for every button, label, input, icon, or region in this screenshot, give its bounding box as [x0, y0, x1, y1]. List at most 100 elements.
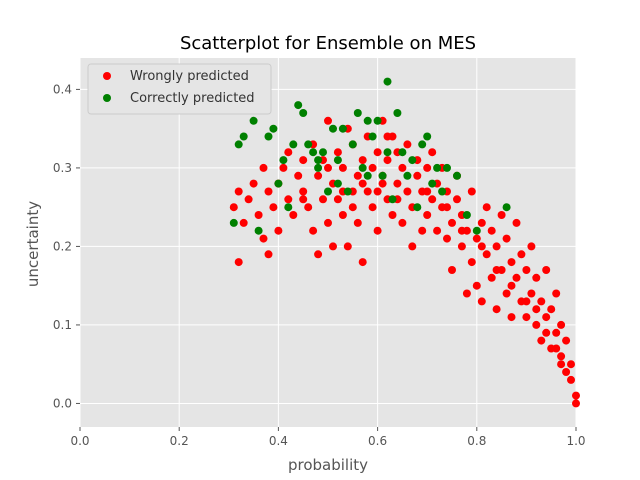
y-tick-label: 0.1 [53, 318, 72, 332]
data-point [448, 218, 456, 227]
data-point [477, 242, 486, 251]
data-point [448, 266, 456, 274]
data-point [274, 179, 283, 188]
data-point [284, 148, 293, 157]
data-point [408, 156, 417, 165]
data-point [304, 140, 313, 149]
data-point [512, 218, 521, 227]
data-point [274, 226, 283, 235]
data-point [443, 234, 451, 243]
data-point [462, 289, 471, 298]
data-point [512, 273, 521, 282]
data-point [299, 195, 308, 204]
data-point [557, 320, 566, 329]
data-point [492, 242, 501, 251]
data-point [557, 360, 566, 369]
data-point [314, 163, 323, 172]
x-tick-label: 0.0 [70, 434, 89, 448]
data-point [333, 195, 342, 204]
data-point [472, 281, 481, 290]
data-point [522, 297, 531, 306]
x-tick-label: 1.0 [566, 434, 585, 448]
data-point [477, 218, 486, 227]
data-point [324, 116, 332, 125]
data-point [562, 368, 571, 376]
data-point [264, 187, 273, 196]
data-point [279, 156, 288, 165]
data-point [502, 203, 511, 212]
data-point [537, 336, 546, 345]
data-point [482, 203, 491, 212]
data-point [373, 226, 382, 235]
data-point [507, 258, 516, 267]
data-point [358, 163, 367, 172]
data-point [383, 148, 392, 157]
y-tick-label: 0.0 [53, 396, 72, 410]
data-point [562, 336, 571, 345]
y-tick-label: 0.4 [53, 82, 72, 96]
data-point [552, 289, 561, 298]
data-point [319, 148, 327, 157]
series-wrongly-predicted [229, 116, 580, 408]
data-point [433, 226, 442, 235]
data-point [497, 211, 506, 219]
y-axis-label: uncertainty [24, 201, 42, 287]
series-correctly-predicted [229, 77, 511, 235]
data-point [329, 124, 337, 133]
data-point [572, 399, 580, 408]
data-point [373, 187, 382, 196]
data-point [239, 132, 248, 141]
data-point [522, 266, 531, 274]
data-point [309, 148, 318, 157]
data-point [467, 258, 476, 267]
axis-ticks: 0.0 0.2 0.4 0.6 0.8 1.0 0.0 0.1 0.2 0.3 0.4 [53, 82, 586, 448]
data-point [234, 258, 243, 267]
data-point [289, 211, 298, 219]
data-point [388, 195, 397, 204]
data-point [423, 211, 432, 219]
data-point [502, 234, 511, 243]
data-point [299, 187, 308, 196]
data-point [333, 179, 342, 188]
data-point [388, 211, 397, 219]
data-point [567, 360, 575, 369]
data-point [264, 132, 273, 141]
data-point [329, 242, 337, 251]
y-tick-label: 0.3 [53, 161, 72, 175]
data-point [264, 250, 273, 259]
x-axis-label: probability [288, 456, 368, 474]
data-point [527, 289, 536, 298]
data-point [542, 266, 551, 274]
data-point [383, 77, 392, 86]
data-point [249, 116, 258, 125]
data-point [532, 320, 541, 329]
data-point [482, 250, 491, 259]
data-point [428, 195, 437, 204]
data-point [363, 116, 372, 125]
data-point [333, 156, 342, 165]
data-point [338, 124, 347, 133]
data-point [229, 218, 238, 227]
legend-label-correct: Correctly predicted [130, 91, 255, 106]
data-point [319, 195, 327, 204]
data-point [423, 187, 432, 196]
data-point [408, 242, 417, 251]
data-point [492, 305, 501, 314]
legend-box [87, 63, 272, 115]
data-point [403, 171, 412, 180]
x-tick-label: 0.6 [368, 434, 387, 448]
data-point [393, 179, 402, 188]
data-point [542, 313, 551, 322]
data-point [522, 313, 531, 322]
data-point [457, 226, 466, 235]
data-point [244, 195, 253, 204]
data-point [398, 218, 407, 227]
data-point [373, 116, 382, 125]
data-point [383, 156, 392, 165]
data-point [309, 226, 318, 235]
data-point [343, 242, 352, 251]
data-point [378, 179, 387, 188]
data-point [443, 203, 451, 212]
data-point [353, 218, 362, 227]
data-point [363, 171, 372, 180]
